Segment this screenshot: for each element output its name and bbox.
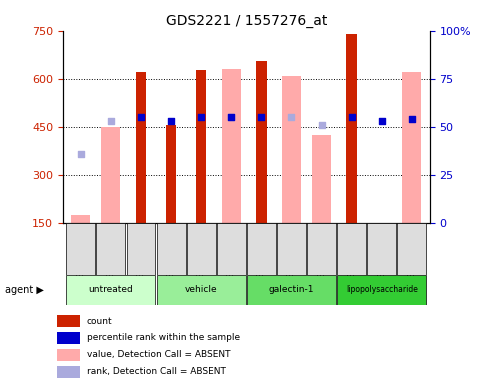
Text: value, Detection Call = ABSENT: value, Detection Call = ABSENT — [86, 350, 230, 359]
Bar — [398, 223, 426, 275]
Bar — [346, 34, 357, 223]
Bar — [367, 223, 396, 275]
Text: count: count — [86, 316, 112, 326]
Text: vehicle: vehicle — [185, 285, 217, 295]
Bar — [57, 349, 80, 361]
Bar — [156, 275, 246, 305]
Text: untreated: untreated — [88, 285, 133, 295]
Bar — [156, 223, 185, 275]
Bar — [337, 275, 426, 305]
Bar — [166, 125, 176, 223]
Bar — [196, 70, 206, 223]
Point — [198, 114, 205, 120]
Point — [227, 114, 235, 120]
Bar — [247, 223, 276, 275]
Bar — [66, 275, 156, 305]
Point — [257, 114, 265, 120]
Text: rank, Detection Call = ABSENT: rank, Detection Call = ABSENT — [86, 367, 226, 376]
Bar — [57, 315, 80, 327]
Bar — [57, 366, 80, 378]
Bar — [337, 223, 366, 275]
Point — [227, 114, 235, 120]
Bar — [307, 223, 336, 275]
Bar — [101, 127, 120, 223]
Bar — [402, 72, 421, 223]
Text: galectin-1: galectin-1 — [269, 285, 314, 295]
Bar — [127, 223, 156, 275]
Bar — [277, 223, 306, 275]
Bar — [136, 72, 146, 223]
Point — [348, 114, 355, 120]
Point — [318, 122, 326, 128]
Bar — [71, 215, 90, 223]
Bar — [222, 69, 241, 223]
Point — [287, 114, 295, 120]
Point — [378, 118, 385, 124]
Point — [408, 116, 416, 122]
Text: agent ▶: agent ▶ — [5, 285, 43, 295]
Point — [137, 114, 145, 120]
Bar — [282, 76, 301, 223]
Bar — [247, 275, 336, 305]
Bar — [66, 223, 95, 275]
Bar — [97, 223, 126, 275]
Bar — [312, 135, 331, 223]
Text: percentile rank within the sample: percentile rank within the sample — [86, 333, 240, 343]
Point — [77, 151, 85, 157]
Point — [107, 118, 115, 124]
Text: lipopolysaccharide: lipopolysaccharide — [346, 285, 418, 295]
Bar — [217, 223, 246, 275]
Point — [167, 118, 175, 124]
Bar — [256, 61, 267, 223]
Bar — [57, 332, 80, 344]
Title: GDS2221 / 1557276_at: GDS2221 / 1557276_at — [166, 14, 327, 28]
Bar — [187, 223, 215, 275]
